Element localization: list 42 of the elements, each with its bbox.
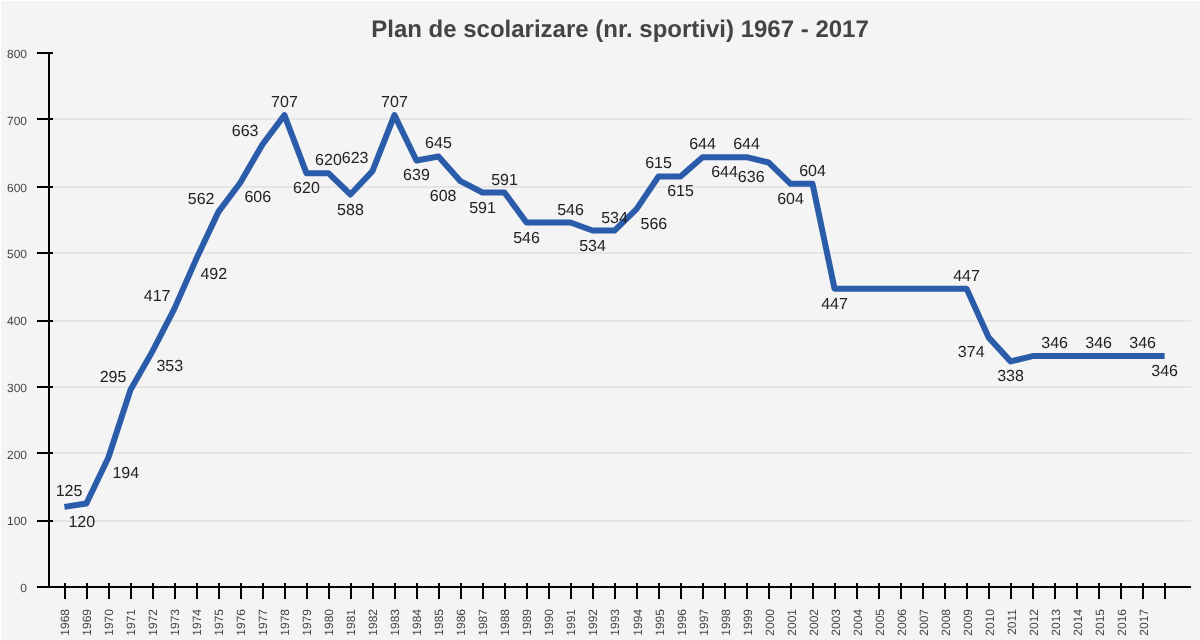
data-label: 663 <box>231 122 260 141</box>
data-label: 606 <box>244 188 273 207</box>
data-label: 591 <box>469 198 497 217</box>
data-label: 346 <box>1151 362 1180 381</box>
data-label: 346 <box>1085 334 1114 353</box>
data-label: 615 <box>645 154 673 173</box>
data-label: 566 <box>640 215 669 234</box>
data-label: 338 <box>997 367 1026 386</box>
data-label: 604 <box>777 189 805 208</box>
data-label: 623 <box>341 149 370 168</box>
data-label: 194 <box>112 463 141 482</box>
data-label: 120 <box>68 512 97 531</box>
data-label: 447 <box>953 266 982 285</box>
data-label: 295 <box>99 368 128 387</box>
data-label: 644 <box>711 163 739 182</box>
data-label: 636 <box>737 168 766 187</box>
data-label: 417 <box>143 286 172 305</box>
data-label: 346 <box>1041 334 1070 353</box>
data-label: 353 <box>156 357 185 376</box>
data-label: 644 <box>689 135 717 154</box>
data-label: 644 <box>733 135 761 154</box>
data-label: 492 <box>200 264 229 283</box>
data-label: 588 <box>337 200 365 219</box>
chart-title: Plan de scolarizare (nr. sportivi) 1967 - 2017 <box>371 15 870 43</box>
data-label: 707 <box>271 93 299 112</box>
data-label: 346 <box>1129 334 1158 353</box>
data-label: 615 <box>667 182 695 201</box>
data-label: 645 <box>425 134 453 153</box>
data-label: 707 <box>381 93 409 112</box>
data-label: 546 <box>513 228 541 247</box>
data-label: 534 <box>579 236 607 255</box>
data-label: 125 <box>55 481 84 500</box>
data-label: 447 <box>821 294 849 313</box>
data-label: 620 <box>293 179 321 198</box>
data-label: 562 <box>187 189 216 208</box>
data-label: 620 <box>315 151 343 170</box>
data-label: 604 <box>799 161 827 180</box>
data-label: 639 <box>403 166 431 185</box>
data-label: 608 <box>429 187 458 206</box>
data-label: 591 <box>491 170 519 189</box>
data-label: 374 <box>957 343 986 362</box>
data-label: 546 <box>557 200 585 219</box>
